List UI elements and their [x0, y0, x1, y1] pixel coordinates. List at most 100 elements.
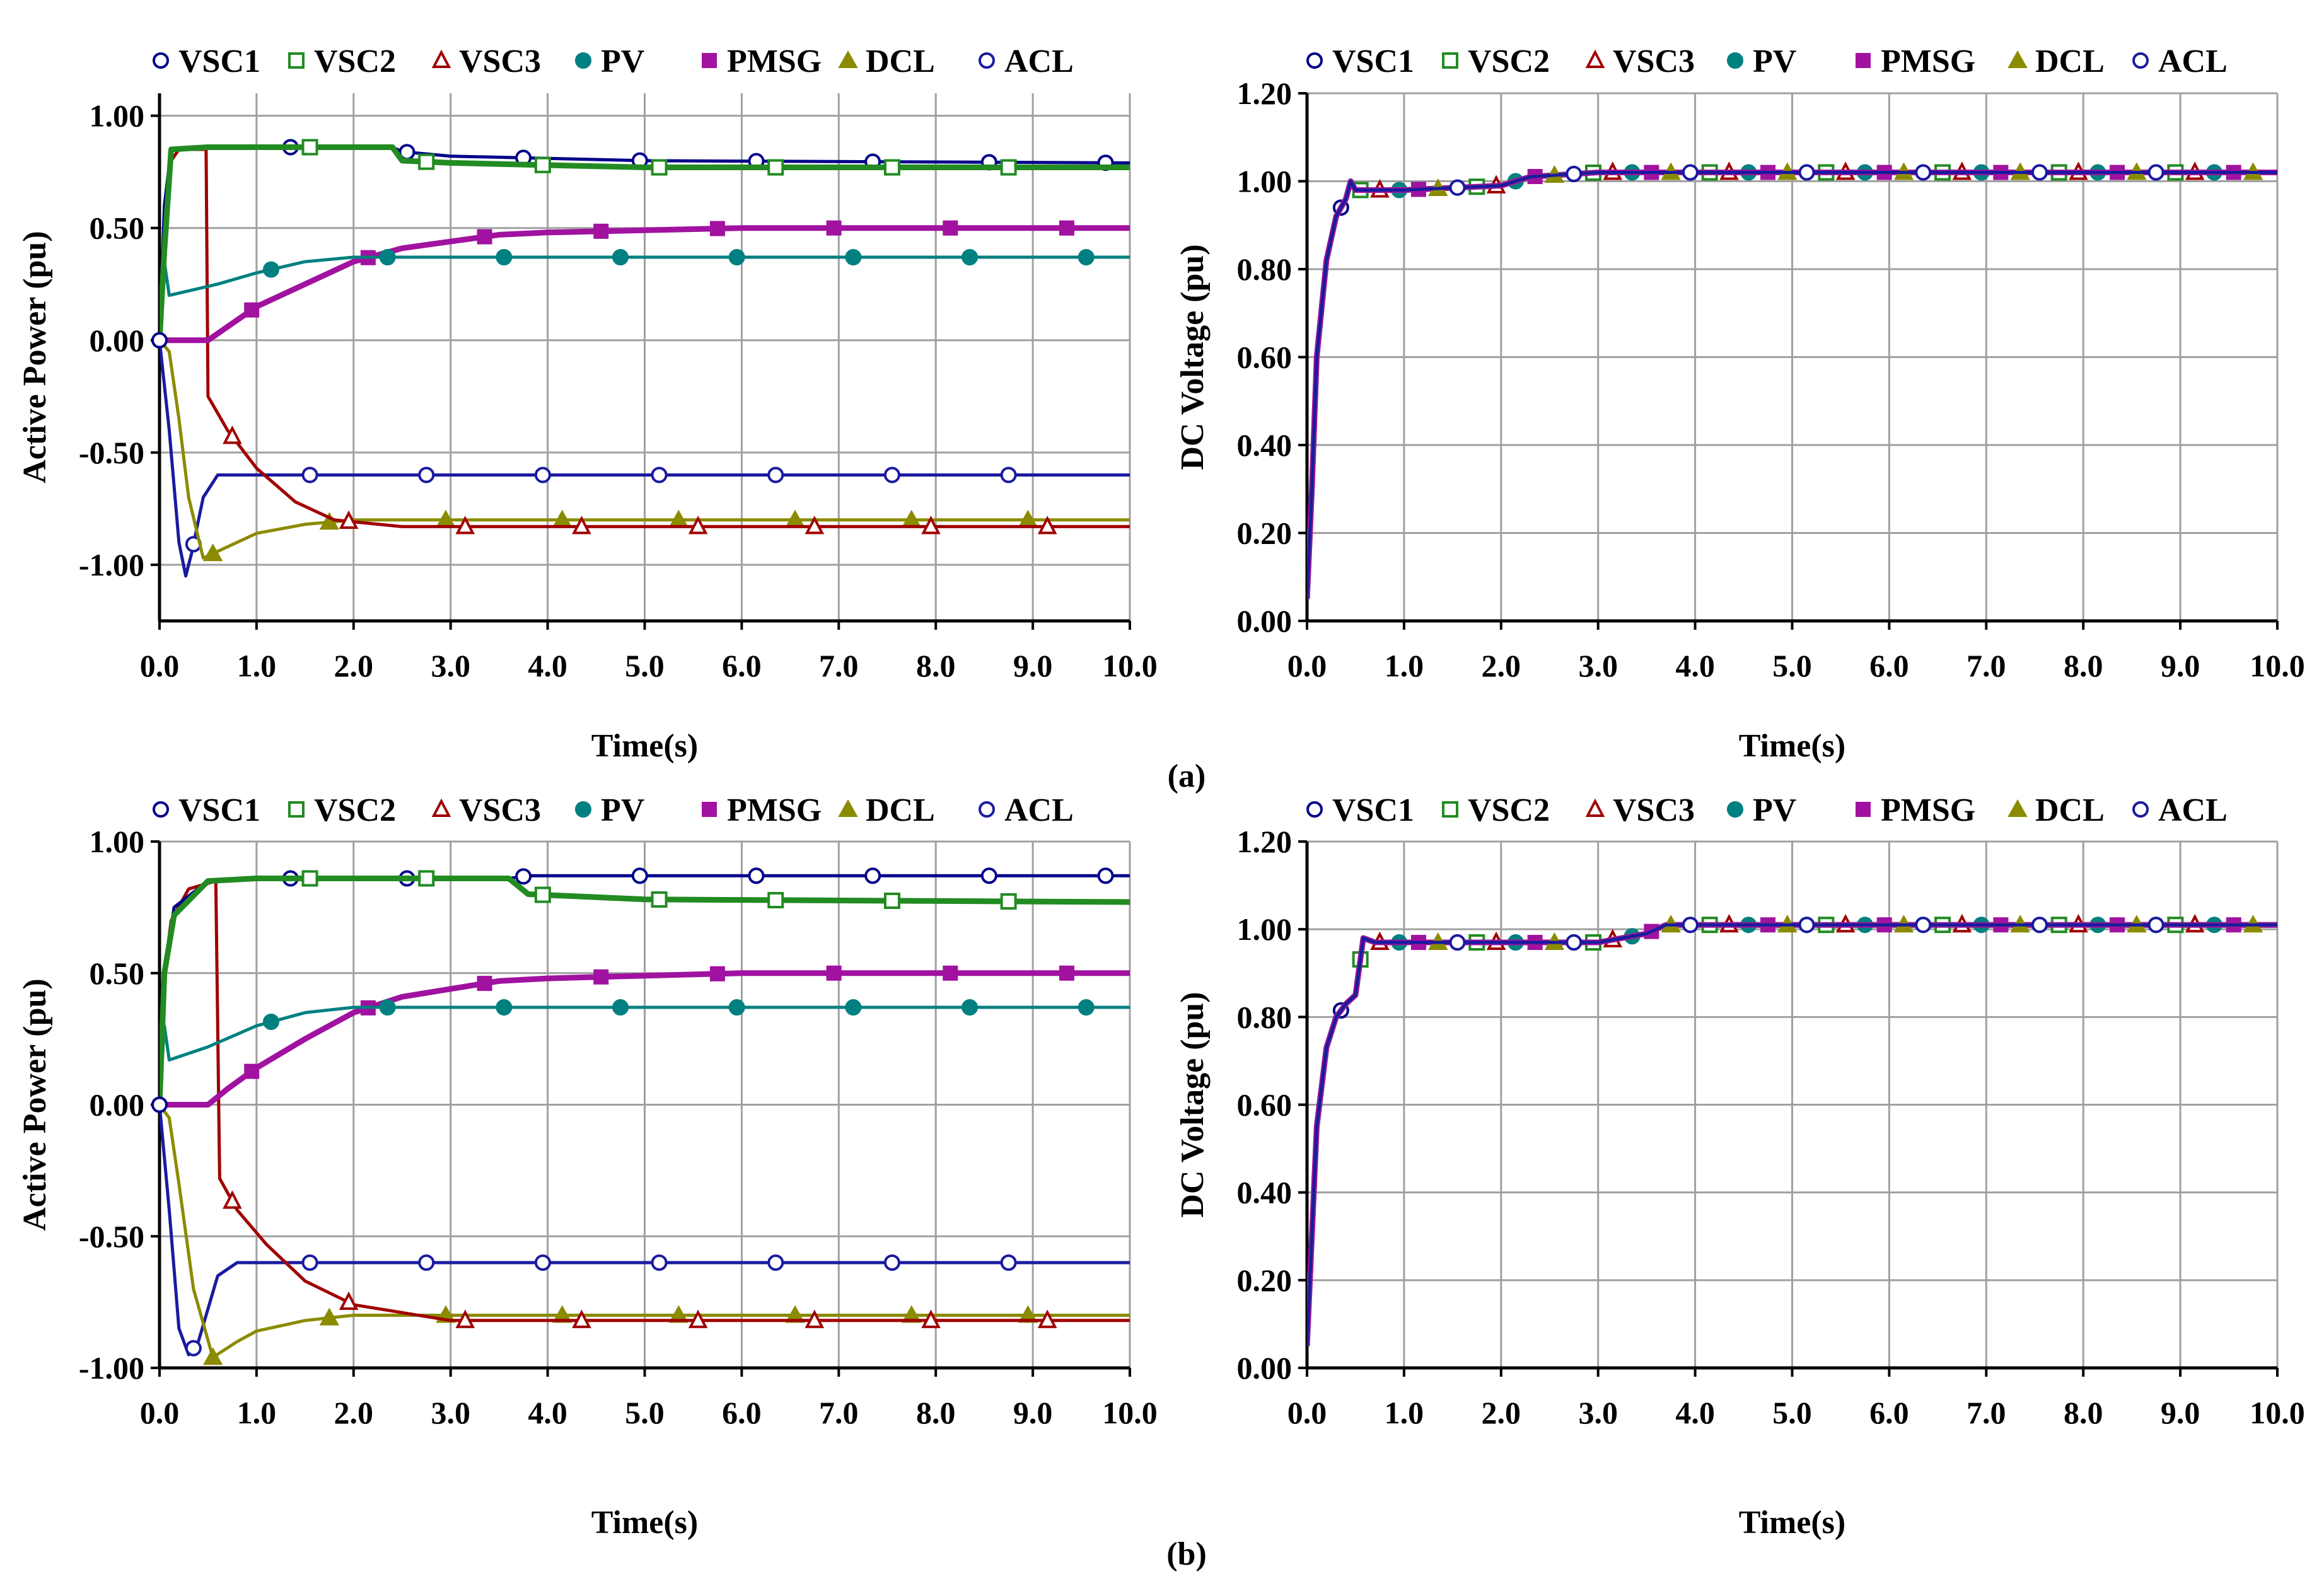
legend-marker-vsc3 — [1585, 49, 1605, 68]
marker-vsc2 — [1000, 159, 1017, 176]
marker-pmsg — [826, 965, 842, 981]
marker-vsc3 — [223, 425, 242, 444]
legend-marker-dcl — [2007, 799, 2028, 817]
marker-acl — [883, 1254, 900, 1271]
marker-pmsg — [1059, 220, 1074, 236]
x-tick-label: 9.0 — [2161, 648, 2200, 683]
x-tick-label: 10.0 — [2250, 648, 2305, 683]
y-tick-label: -1.00 — [79, 547, 144, 582]
y-tick-label: 0.00 — [90, 1087, 145, 1123]
marker-vsc3 — [455, 516, 475, 535]
legend-marker-pmsg — [1856, 53, 1871, 68]
legend-marker-pmsg — [702, 802, 717, 817]
legend-item-dcl: DCL — [2007, 43, 2105, 79]
legend-label: PV — [601, 792, 644, 828]
marker-vsc3 — [455, 1309, 475, 1328]
legend-item-vsc2: VSC2 — [288, 43, 396, 79]
marker-acl — [1566, 166, 1583, 183]
series-line-pmsg — [160, 225, 1130, 344]
marker-acl — [1798, 164, 1815, 181]
y-tick-label: -0.50 — [79, 1218, 144, 1254]
marker-acl — [418, 466, 435, 483]
x-tick-label: 4.0 — [528, 648, 567, 683]
marker-pmsg — [477, 229, 492, 245]
marker-dcl — [202, 1347, 223, 1365]
series-layer — [160, 867, 1130, 1365]
legend-label: VSC3 — [1613, 43, 1695, 79]
x-tick-label: 2.0 — [334, 648, 374, 683]
x-axis-label: Time(s) — [1739, 728, 1845, 764]
legend-label: VSC1 — [1332, 43, 1414, 79]
x-tick-label: 1.0 — [237, 648, 277, 683]
x-tick-label: 6.0 — [722, 1395, 762, 1430]
x-tick-label: 0.0 — [140, 1395, 180, 1430]
markers-dcl — [202, 1305, 1038, 1365]
marker-vsc2 — [883, 892, 900, 909]
legend-label: PMSG — [727, 792, 822, 828]
origin-marker — [151, 1096, 168, 1113]
marker-acl — [767, 466, 784, 483]
y-tick-label: 0.60 — [1237, 1087, 1293, 1123]
legend-marker-vsc2 — [1442, 52, 1458, 69]
marker-vsc3 — [572, 516, 591, 535]
marker-vsc2 — [418, 870, 435, 887]
y-tick-label: 0.50 — [90, 211, 145, 246]
marker-acl — [1682, 164, 1699, 181]
legend-marker-pv — [575, 801, 591, 818]
y-tick-label: 0.60 — [1237, 340, 1293, 375]
legend-marker-acl — [2132, 52, 2149, 69]
series-line-pmsg — [160, 970, 1130, 1108]
y-tick-label: 0.20 — [1237, 516, 1293, 551]
x-tick-label: 8.0 — [2064, 1395, 2103, 1430]
legend-item-acl: ACL — [2132, 792, 2228, 828]
legend-marker-pv — [1727, 52, 1743, 69]
marker-vsc3 — [223, 1190, 242, 1209]
markers-acl — [1449, 164, 2164, 196]
legend-item-vsc3: VSC3 — [431, 792, 541, 828]
legend-marker-dcl — [838, 50, 858, 68]
marker-dcl — [202, 543, 223, 562]
y-tick-label: 0.50 — [90, 956, 145, 991]
y-tick-label: 0.40 — [1237, 1175, 1293, 1210]
x-tick-label: 3.0 — [1578, 1395, 1618, 1430]
legend: VSC1 VSC2 VSC3 PV PMSG DCL ACL — [153, 792, 1074, 828]
legend-item-pmsg: PMSG — [1856, 43, 1975, 79]
marker-acl — [883, 466, 900, 483]
legend-label: PMSG — [1881, 43, 1975, 79]
y-axis-label: DC Voltage (pu) — [1175, 244, 1211, 470]
y-tick-label: 0.40 — [1237, 427, 1293, 463]
x-tick-label: 0.0 — [140, 648, 180, 683]
marker-pmsg — [826, 220, 842, 236]
marker-pmsg — [593, 969, 609, 985]
legend-item-vsc2: VSC2 — [1442, 43, 1550, 79]
y-tick-label: 1.00 — [90, 824, 145, 859]
marker-vsc2 — [767, 159, 784, 176]
markers-acl — [185, 466, 1017, 553]
x-tick-label: 0.0 — [1287, 648, 1327, 683]
x-tick-label: 1.0 — [237, 1395, 277, 1430]
y-axis-label: DC Voltage (pu) — [1175, 992, 1211, 1217]
legend-label: VSC3 — [459, 792, 541, 828]
marker-pmsg — [709, 966, 725, 981]
legend-item-vsc3: VSC3 — [431, 43, 541, 79]
marker-acl — [301, 466, 318, 483]
x-tick-label: 8.0 — [2064, 648, 2103, 683]
legend-marker-vsc1 — [153, 801, 169, 818]
caption-b: (b) — [1166, 1536, 1207, 1572]
marker-vsc2 — [301, 870, 318, 887]
x-tick-label: 6.0 — [722, 648, 762, 683]
marker-vsc2 — [651, 891, 668, 908]
marker-vsc2 — [301, 139, 318, 156]
x-tick-label: 9.0 — [2161, 1395, 2200, 1430]
legend-marker-pmsg — [1856, 802, 1871, 817]
legend-label: PV — [1753, 792, 1796, 828]
marker-acl — [2031, 917, 2048, 934]
marker-acl — [1000, 466, 1017, 483]
marker-vsc3 — [339, 510, 359, 530]
marker-vsc2 — [418, 153, 435, 170]
marker-dcl — [319, 1307, 340, 1326]
marker-pmsg — [244, 302, 260, 318]
markers-pmsg — [244, 965, 1074, 1079]
x-tick-label: 8.0 — [916, 648, 956, 683]
legend-label: PV — [1753, 43, 1796, 79]
